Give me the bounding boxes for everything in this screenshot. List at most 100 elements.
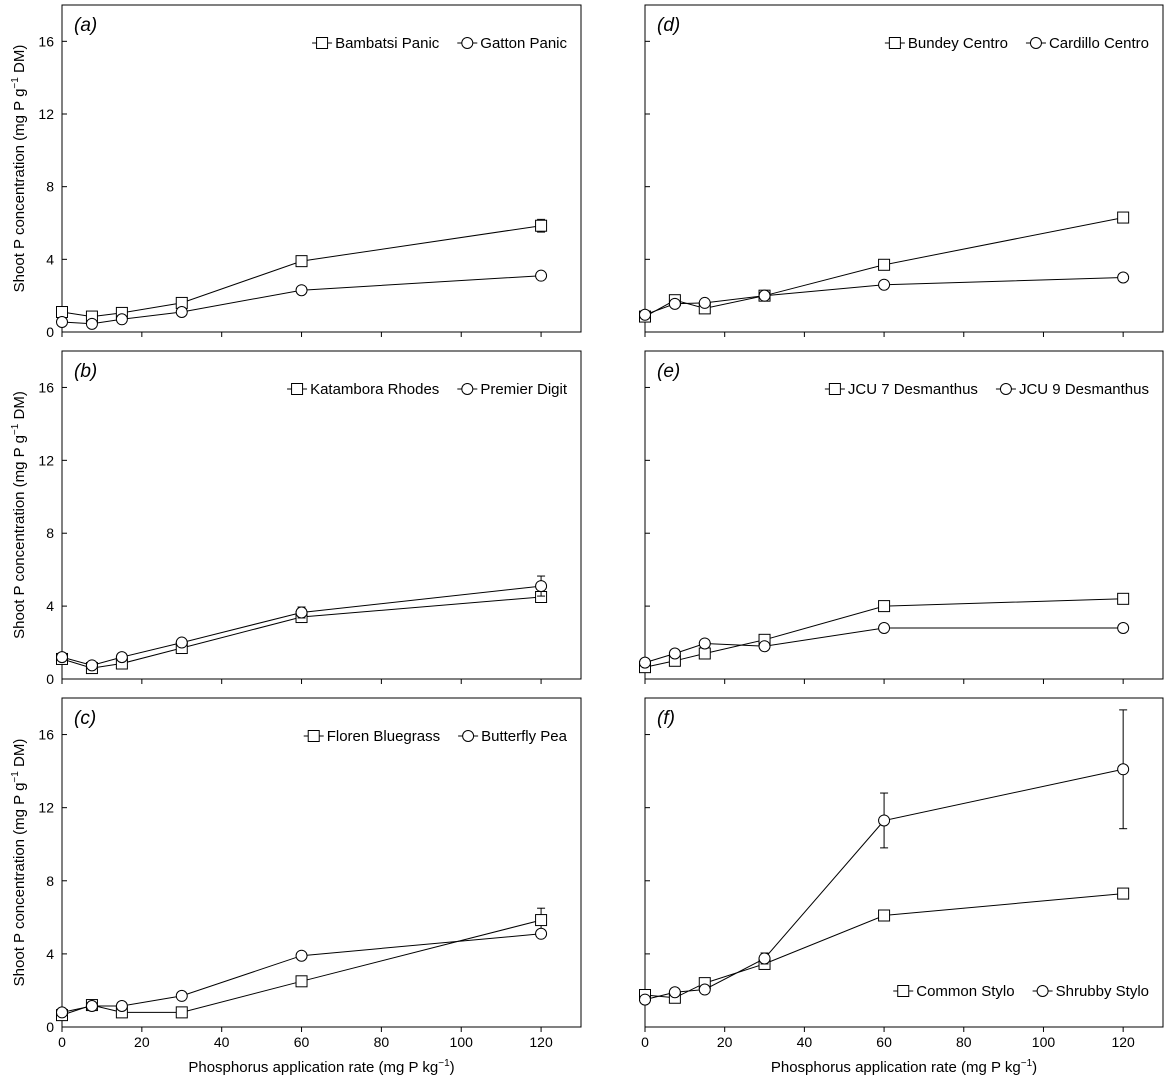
y-tick-label: 0	[46, 1019, 54, 1035]
legend-marker	[888, 37, 901, 49]
legend-marker	[316, 37, 329, 49]
data-point	[878, 258, 891, 271]
x-tick-label: 0	[641, 1034, 649, 1050]
data-point	[1117, 763, 1130, 776]
plot-frame	[644, 4, 1164, 333]
y-tick-label: 0	[46, 324, 54, 340]
plot-frame	[61, 4, 582, 333]
series-bambatsi-panic	[56, 218, 548, 323]
x-tick-label: 80	[374, 1034, 390, 1050]
legend-label: Bundey Centro	[908, 35, 1008, 52]
legend-label: Gatton Panic	[480, 35, 567, 52]
y-tick-label: 16	[38, 33, 54, 49]
panel-label: (e)	[657, 361, 680, 382]
data-point	[1117, 887, 1130, 900]
data-point	[698, 647, 711, 660]
y-tick-label: 16	[38, 727, 54, 743]
y-tick-label: 8	[46, 525, 54, 541]
panel-b: 0 4 8 12 16 (b) Shoot P concentration (mg P g−…	[10, 350, 582, 687]
y-axis-label: Shoot P concentration (mg P g−1 DM)	[10, 739, 28, 987]
data-point	[698, 296, 711, 309]
x-tick-label: 100	[1032, 1034, 1056, 1050]
legend-label: Shrubby Stylo	[1056, 983, 1149, 1000]
x-tick-label: 80	[956, 1034, 972, 1050]
y-tick-label: 12	[38, 452, 54, 468]
data-point	[1117, 211, 1130, 224]
x-axis-label: Phosphorus application rate (mg P kg−1)	[771, 1058, 1037, 1076]
y-tick-label: 12	[38, 800, 54, 816]
y-tick-label: 8	[46, 873, 54, 889]
legend-label: JCU 9 Desmanthus	[1019, 381, 1149, 398]
panel-a: 0 4 8 12 16 (a) Shoot P concentration (mg P g−…	[10, 4, 582, 340]
series-butterfly-pea	[56, 927, 548, 1019]
data-point	[295, 975, 308, 988]
y-tick-label: 0	[46, 671, 54, 687]
data-point	[56, 1006, 68, 1019]
data-point	[85, 999, 98, 1012]
data-point	[175, 1006, 188, 1019]
series-katambora-rhodes	[56, 591, 548, 675]
series-line	[61, 225, 542, 318]
data-point	[1117, 271, 1130, 284]
y-tick-label: 16	[38, 379, 54, 395]
series-gatton-panic	[56, 269, 548, 330]
data-point	[1117, 592, 1130, 605]
x-tick-label: 0	[58, 1034, 66, 1050]
x-tick-label: 40	[797, 1034, 813, 1050]
y-tick-label: 4	[46, 598, 54, 614]
data-point	[115, 313, 128, 326]
series-line	[61, 275, 542, 325]
data-point	[56, 651, 68, 664]
plot-frame	[644, 350, 1164, 680]
data-point	[668, 647, 681, 660]
data-point	[698, 637, 711, 650]
y-tick-label: 4	[46, 251, 54, 267]
data-point	[878, 621, 891, 634]
data-point	[639, 993, 651, 1006]
data-point	[175, 306, 188, 319]
data-point	[535, 914, 548, 927]
legend: Butterfly Pea Floren Bluegrass	[303, 728, 568, 745]
data-point	[175, 636, 188, 649]
data-point	[85, 659, 98, 672]
panel-label: (c)	[74, 708, 96, 729]
y-axis-label: Shoot P concentration (mg P g−1 DM)	[10, 391, 28, 639]
y-tick-label: 4	[46, 946, 54, 962]
data-point	[758, 289, 771, 302]
data-point	[878, 600, 891, 613]
data-point	[295, 284, 308, 297]
data-point	[758, 952, 771, 965]
legend-label: Cardillo Centro	[1049, 35, 1149, 52]
data-point	[175, 989, 188, 1002]
data-point	[535, 927, 548, 940]
data-point	[295, 606, 308, 619]
panel-label: (a)	[74, 15, 97, 36]
data-point	[668, 297, 681, 310]
legend-marker	[461, 383, 474, 395]
legend-marker	[461, 37, 474, 49]
panel-e: (e) JCU 9 Desmanthus JCU 7 Desmanthus	[639, 350, 1164, 684]
plot-frame	[61, 697, 582, 1028]
data-point	[639, 656, 651, 669]
legend-label: Premier Digit	[480, 381, 568, 398]
legend-marker	[897, 985, 910, 997]
series-shrubby-stylo	[639, 709, 1130, 1006]
legend-label: Floren Bluegrass	[327, 728, 440, 745]
legend-label: Common Stylo	[916, 983, 1014, 1000]
legend-label: Bambatsi Panic	[335, 35, 440, 52]
plot-frame	[61, 350, 582, 680]
series-line	[61, 585, 542, 666]
legend: Cardillo Centro Bundey Centro	[884, 35, 1149, 52]
data-point	[758, 640, 771, 653]
data-point	[535, 580, 548, 593]
legend-label: Katambora Rhodes	[310, 381, 439, 398]
data-point	[115, 651, 128, 664]
x-tick-label: 20	[134, 1034, 150, 1050]
series-line	[61, 933, 542, 1013]
legend-label: JCU 7 Desmanthus	[848, 381, 978, 398]
data-point	[535, 219, 548, 232]
series-line	[644, 893, 1124, 999]
legend: JCU 9 Desmanthus JCU 7 Desmanthus	[824, 381, 1149, 398]
legend-marker	[999, 383, 1012, 395]
